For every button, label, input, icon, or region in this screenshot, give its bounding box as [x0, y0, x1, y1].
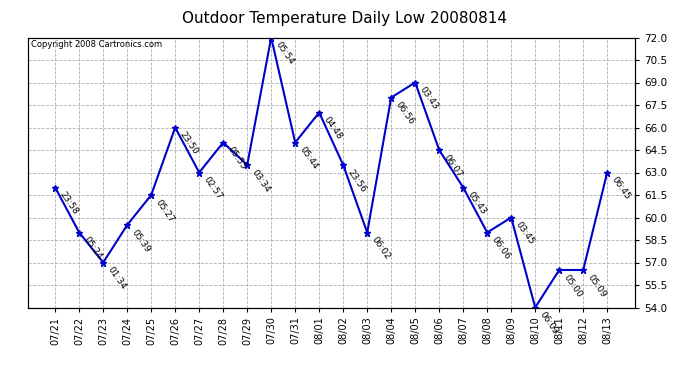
Text: 06:03: 06:03	[538, 310, 560, 337]
Text: 06:56: 06:56	[394, 100, 416, 127]
Text: 06:07: 06:07	[442, 153, 464, 179]
Text: 05:44: 05:44	[298, 145, 320, 171]
Text: 05:27: 05:27	[154, 198, 176, 224]
Text: 04:48: 04:48	[322, 115, 344, 141]
Text: 06:45: 06:45	[610, 175, 632, 201]
Text: 05:09: 05:09	[586, 273, 608, 299]
Text: 05:55: 05:55	[226, 145, 248, 172]
Text: Copyright 2008 Cartronics.com: Copyright 2008 Cartronics.com	[30, 40, 161, 49]
Text: 03:45: 03:45	[514, 220, 536, 246]
Text: 23:50: 23:50	[178, 130, 200, 156]
Text: 05:00: 05:00	[562, 273, 584, 299]
Text: 05:43: 05:43	[466, 190, 488, 216]
Text: 23:56: 23:56	[346, 168, 368, 194]
Text: 03:43: 03:43	[418, 85, 440, 111]
Text: 23:58: 23:58	[58, 190, 80, 216]
Text: 03:34: 03:34	[250, 168, 272, 194]
Text: 06:06: 06:06	[490, 235, 512, 262]
Text: 05:24: 05:24	[82, 235, 104, 261]
Text: 05:39: 05:39	[130, 228, 152, 254]
Text: Outdoor Temperature Daily Low 20080814: Outdoor Temperature Daily Low 20080814	[182, 11, 508, 26]
Text: 05:54: 05:54	[274, 40, 296, 66]
Text: 01:34: 01:34	[106, 265, 128, 291]
Text: 06:02: 06:02	[370, 235, 392, 261]
Text: 02:57: 02:57	[202, 175, 224, 201]
